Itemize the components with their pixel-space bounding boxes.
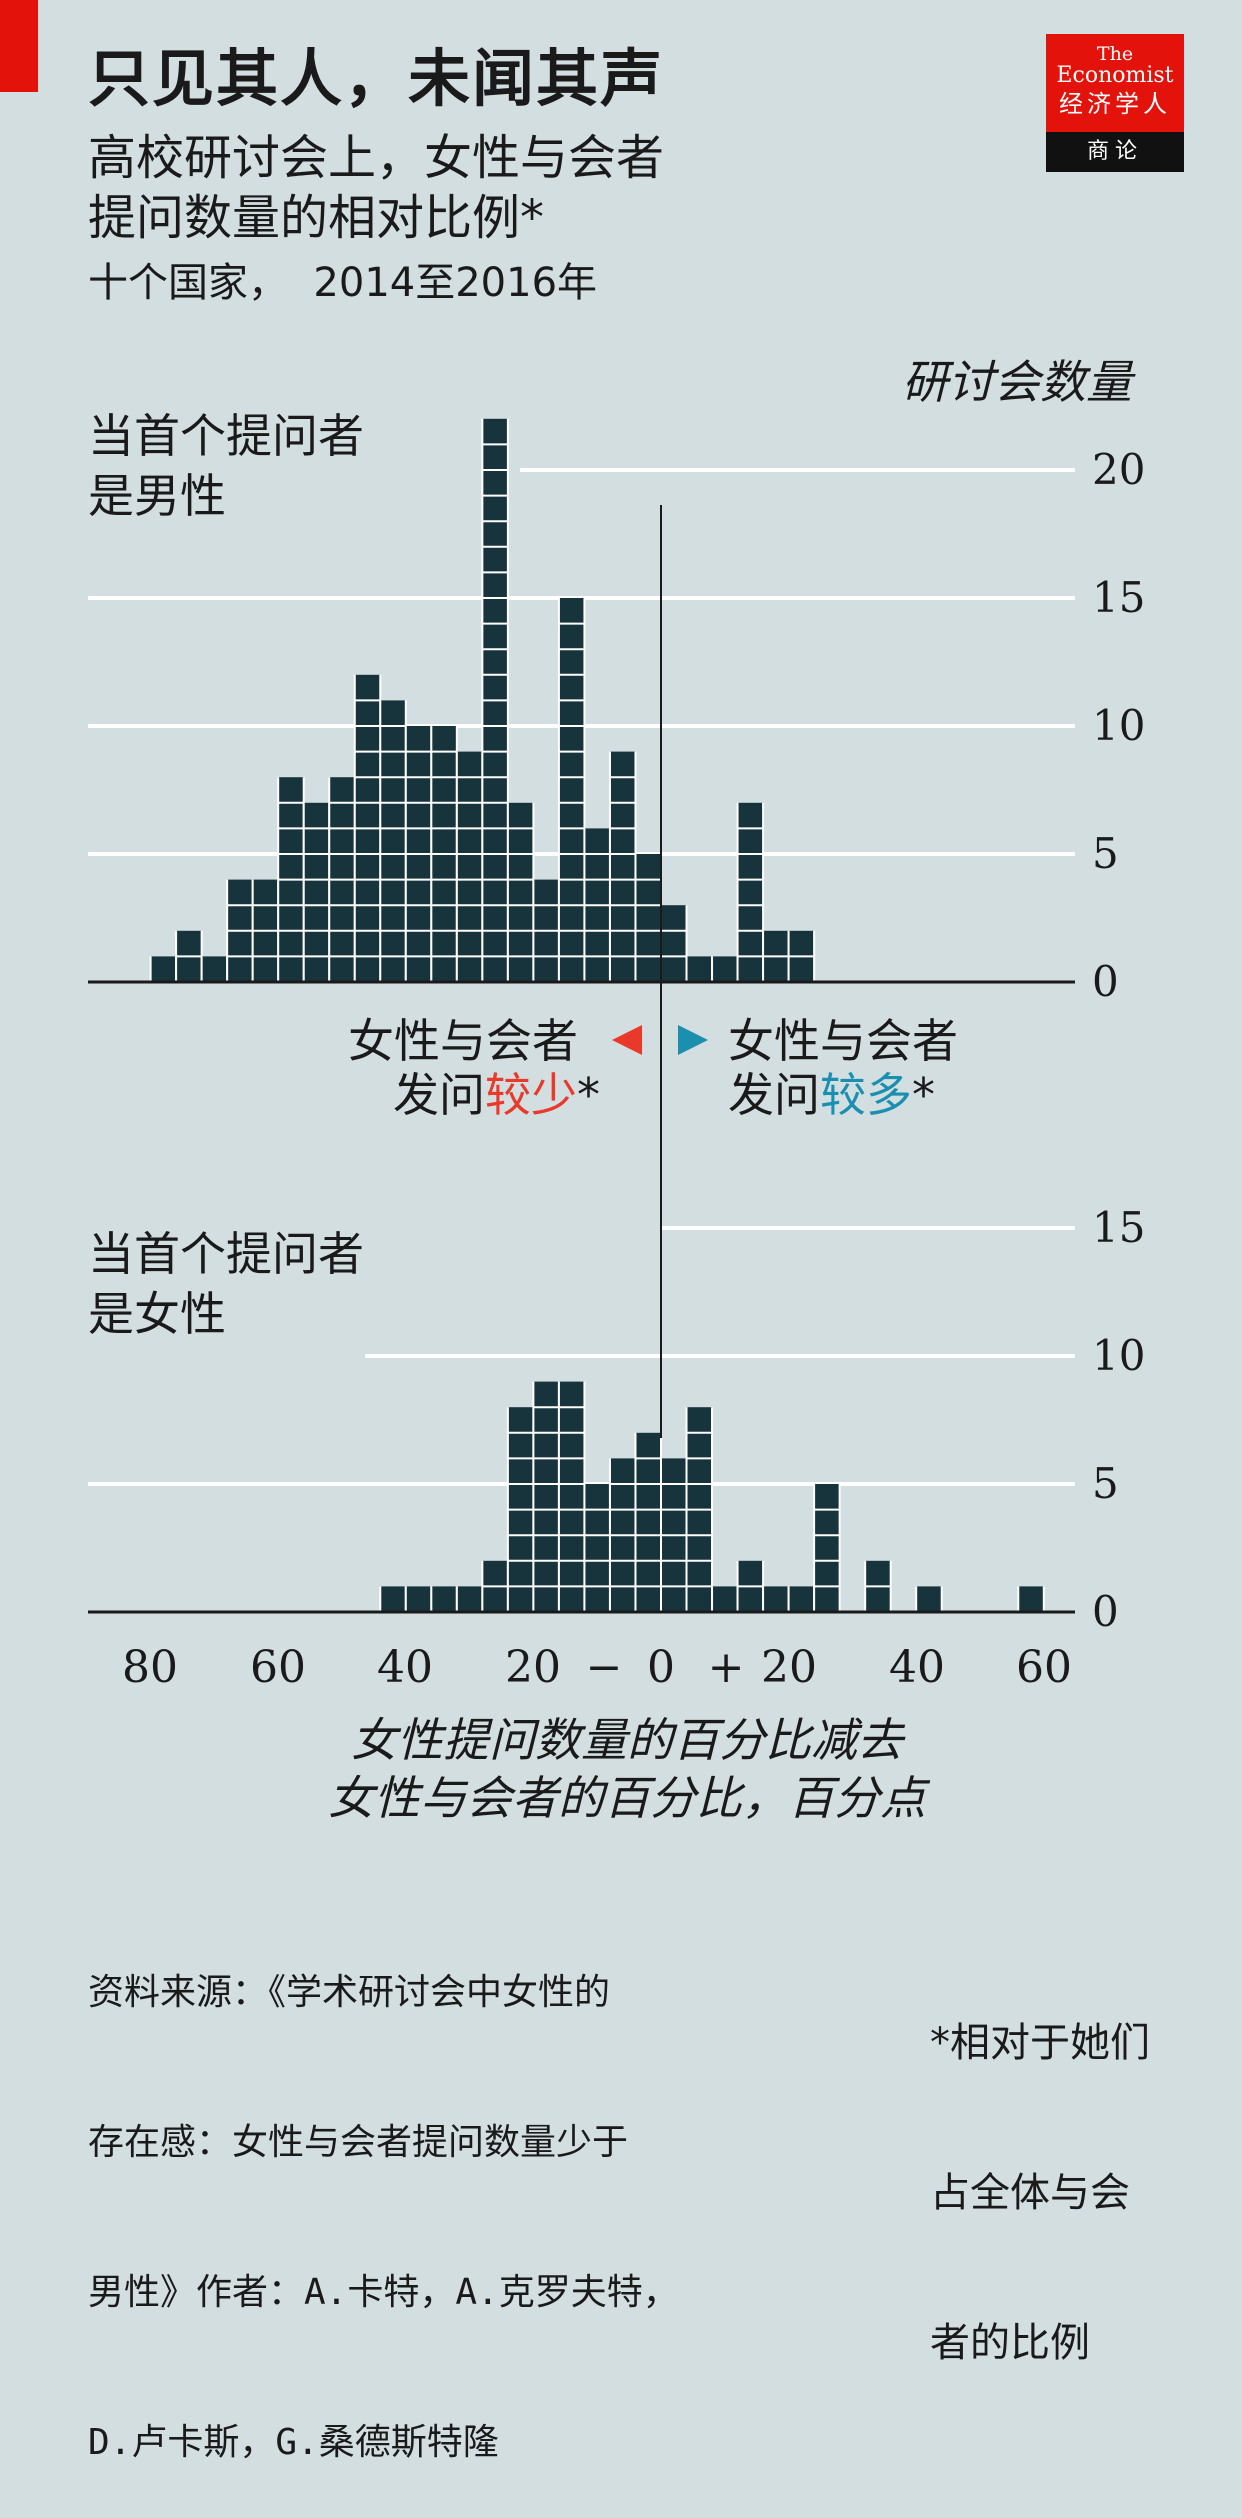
logo-chinese: 经济学人 bbox=[1059, 90, 1171, 118]
source-line-1: 资料来源：《学术研讨会中女性的 bbox=[88, 1972, 611, 2013]
histogram-bar bbox=[686, 956, 713, 982]
histogram-bar bbox=[456, 1586, 483, 1612]
x-axis-label: 女性与会者的百分比，百分点 bbox=[328, 1771, 931, 1825]
histogram-bar bbox=[635, 1432, 661, 1612]
x-tick-label: 60 bbox=[1016, 1642, 1072, 1693]
panel-label: 当首个提问者 bbox=[88, 1227, 364, 1281]
logo-shanglun: 商论 bbox=[1046, 132, 1184, 172]
y-tick-label: 10 bbox=[1092, 1331, 1145, 1380]
histogram-bar bbox=[533, 1381, 559, 1612]
x-tick-label: 80 bbox=[122, 1642, 178, 1693]
x-tick-label: 0 bbox=[647, 1642, 675, 1693]
histogram-bar bbox=[737, 802, 764, 982]
annotation-left-line-2: 发问较少* bbox=[393, 1068, 600, 1122]
histogram-bar bbox=[1018, 1586, 1044, 1612]
annotation-left-line-1: 女性与会者 bbox=[348, 1014, 578, 1068]
y-tick-label: 5 bbox=[1092, 1459, 1119, 1508]
histogram-bar bbox=[405, 1586, 432, 1612]
source-note: 资料来源：《学术研讨会中女性的 存在感：女性与会者提问数量少于 男性》作者：A.… bbox=[88, 1868, 679, 2518]
histogram-bar bbox=[788, 1586, 815, 1612]
histogram-bar bbox=[661, 905, 687, 982]
x-tick-label: 20 bbox=[505, 1642, 561, 1693]
histogram-bar bbox=[558, 1381, 585, 1612]
footnote-line-3: 者的比例 bbox=[930, 2320, 1090, 2366]
y-tick-label: 10 bbox=[1092, 701, 1145, 750]
x-tick-label: 40 bbox=[377, 1642, 433, 1693]
y-tick-label: 0 bbox=[1092, 1587, 1119, 1636]
histogram-bar bbox=[303, 802, 330, 982]
histogram-bar bbox=[584, 1484, 610, 1612]
y-tick-label: 20 bbox=[1092, 445, 1145, 494]
chart-title: 只见其人，未闻其声 bbox=[88, 42, 665, 115]
subtitle-line-1: 高校研讨会上，女性与会者 bbox=[88, 130, 665, 186]
chart-subtitle-2: 十个国家， 2014至2016年 bbox=[88, 260, 598, 306]
footnote: *相对于她们 占全体与会 者的比例 bbox=[930, 1918, 1150, 2418]
y-tick-label: 0 bbox=[1092, 957, 1119, 1006]
histogram-bar bbox=[507, 802, 534, 982]
panel-label: 当首个提问者 bbox=[88, 409, 364, 463]
histogram-bar bbox=[380, 1586, 406, 1612]
histogram-bar bbox=[380, 700, 406, 982]
arrow-left-icon bbox=[612, 1025, 642, 1055]
footnote-line-2: 占全体与会 bbox=[930, 2170, 1130, 2216]
histogram-bar bbox=[635, 854, 661, 982]
histogram-bar bbox=[609, 751, 636, 982]
histogram-bar bbox=[431, 1586, 457, 1612]
footnote-line-1: *相对于她们 bbox=[930, 2020, 1150, 2066]
subtitle-line-2: 提问数量的相对比例* bbox=[88, 190, 545, 246]
brand-red-bar bbox=[0, 0, 38, 92]
histogram-bar bbox=[763, 1586, 789, 1612]
histogram-bar bbox=[712, 1586, 738, 1612]
source-line-3: 男性》作者：A.卡特，A.克罗夫特， bbox=[88, 2272, 679, 2313]
y-axis-title: 研讨会数量 bbox=[902, 355, 1136, 409]
chart-subtitle: 高校研讨会上，女性与会者 提问数量的相对比例* bbox=[88, 128, 664, 248]
annotation-right-line-1: 女性与会者 bbox=[728, 1014, 958, 1068]
x-tick-label: + bbox=[708, 1642, 745, 1693]
logo-economist: Economist bbox=[1056, 63, 1174, 88]
histogram-bar bbox=[456, 751, 483, 982]
x-tick-label: 60 bbox=[250, 1642, 306, 1693]
x-tick-label: 40 bbox=[889, 1642, 945, 1693]
histogram-bar bbox=[814, 1484, 840, 1612]
panel-label: 是男性 bbox=[88, 469, 226, 523]
y-tick-label: 15 bbox=[1092, 573, 1145, 622]
source-line-2: 存在感：女性与会者提问数量少于 bbox=[88, 2122, 629, 2163]
x-tick-label: 20 bbox=[761, 1642, 817, 1693]
y-tick-label: 15 bbox=[1092, 1203, 1145, 1252]
x-tick-label: − bbox=[586, 1642, 623, 1693]
histogram-bar bbox=[150, 956, 177, 982]
histogram-bar bbox=[201, 956, 228, 982]
arrow-right-icon bbox=[678, 1025, 708, 1055]
x-axis-label: 女性提问数量的百分比减去 bbox=[351, 1713, 906, 1767]
y-tick-label: 5 bbox=[1092, 829, 1119, 878]
panel-label: 是女性 bbox=[88, 1287, 226, 1341]
histogram-bar bbox=[712, 956, 738, 982]
economist-logo: The Economist 经济学人 商论 bbox=[1046, 34, 1184, 172]
histogram-bar bbox=[916, 1586, 942, 1612]
annotation-right-line-2: 发问较多* bbox=[728, 1068, 935, 1122]
logo-the: The bbox=[1096, 43, 1134, 65]
histogram-bar bbox=[558, 598, 585, 982]
source-line-4: D.卢卡斯，G.桑德斯特隆 bbox=[88, 2422, 499, 2463]
